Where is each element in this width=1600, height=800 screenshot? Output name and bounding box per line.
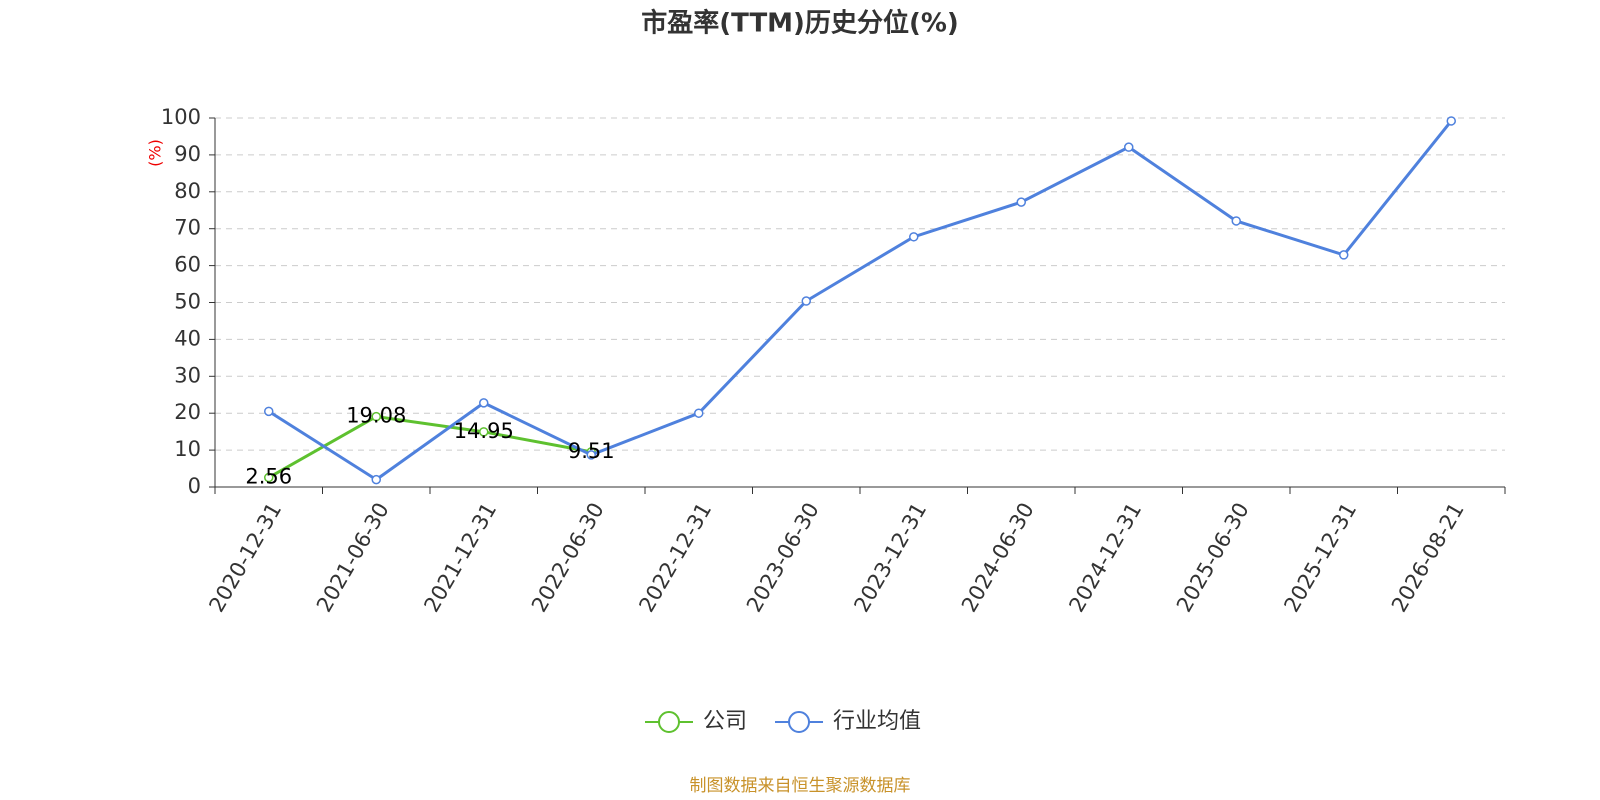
series-line bbox=[267, 120, 1453, 482]
legend-marker bbox=[658, 711, 680, 733]
x-tick-label: 2021-12-31 bbox=[419, 499, 501, 617]
y-tick-label: 90 bbox=[174, 142, 201, 166]
series-line bbox=[268, 415, 592, 479]
data-point bbox=[1339, 250, 1349, 260]
x-tick-label: 2026-08-21 bbox=[1387, 499, 1469, 617]
data-label: 19.08 bbox=[346, 404, 406, 428]
y-tick-label: 60 bbox=[174, 253, 201, 277]
data-point bbox=[694, 408, 704, 418]
y-tick-label: 100 bbox=[161, 105, 201, 129]
data-point bbox=[909, 232, 919, 242]
legend-label: 行业均值 bbox=[833, 709, 921, 734]
x-tick-label: 2021-06-30 bbox=[312, 499, 394, 617]
data-point bbox=[1016, 197, 1026, 207]
data-point bbox=[1446, 116, 1456, 126]
data-point bbox=[371, 411, 381, 422]
data-point bbox=[1124, 142, 1134, 152]
data-point bbox=[1231, 216, 1241, 226]
data-point bbox=[264, 472, 274, 483]
y-tick-label: 80 bbox=[174, 179, 201, 203]
y-tick-label: 10 bbox=[174, 437, 201, 461]
data-point bbox=[264, 406, 274, 417]
data-point bbox=[586, 450, 596, 460]
data-point bbox=[479, 398, 489, 408]
legend-label: 公司 bbox=[703, 709, 747, 734]
y-axis-label: (%) bbox=[146, 139, 165, 167]
chart-title: 市盈率(TTM)历史分位(%) bbox=[641, 8, 959, 39]
y-tick-label: 50 bbox=[174, 290, 201, 314]
x-tick-label: 2023-12-31 bbox=[849, 499, 931, 617]
data-point bbox=[801, 296, 811, 306]
x-tick-label: 2022-06-30 bbox=[527, 499, 609, 617]
legend-marker bbox=[788, 711, 811, 733]
data-point bbox=[371, 474, 381, 485]
x-tick-label: 2025-12-31 bbox=[1279, 499, 1361, 617]
data-label: 9.51 bbox=[568, 439, 615, 463]
x-tick-label: 2023-06-30 bbox=[742, 499, 824, 617]
y-tick-label: 70 bbox=[174, 216, 201, 240]
x-tick-label: 2024-06-30 bbox=[957, 499, 1039, 617]
x-tick-label: 2020-12-31 bbox=[204, 499, 286, 617]
x-tick-label: 2022-12-31 bbox=[634, 499, 716, 617]
x-tick-label: 2025-06-30 bbox=[1172, 499, 1254, 617]
y-tick-label: 20 bbox=[174, 400, 201, 424]
y-tick-label: 0 bbox=[188, 474, 201, 498]
y-tick-label: 30 bbox=[174, 363, 201, 387]
data-point bbox=[479, 427, 489, 437]
x-tick-label: 2024-12-31 bbox=[1064, 499, 1146, 617]
data-label: 14.95 bbox=[454, 419, 514, 443]
data-label: 2.56 bbox=[245, 465, 292, 489]
source-note: 制图数据来自恒生聚源数据库 bbox=[690, 776, 911, 796]
y-tick-label: 40 bbox=[174, 326, 201, 350]
